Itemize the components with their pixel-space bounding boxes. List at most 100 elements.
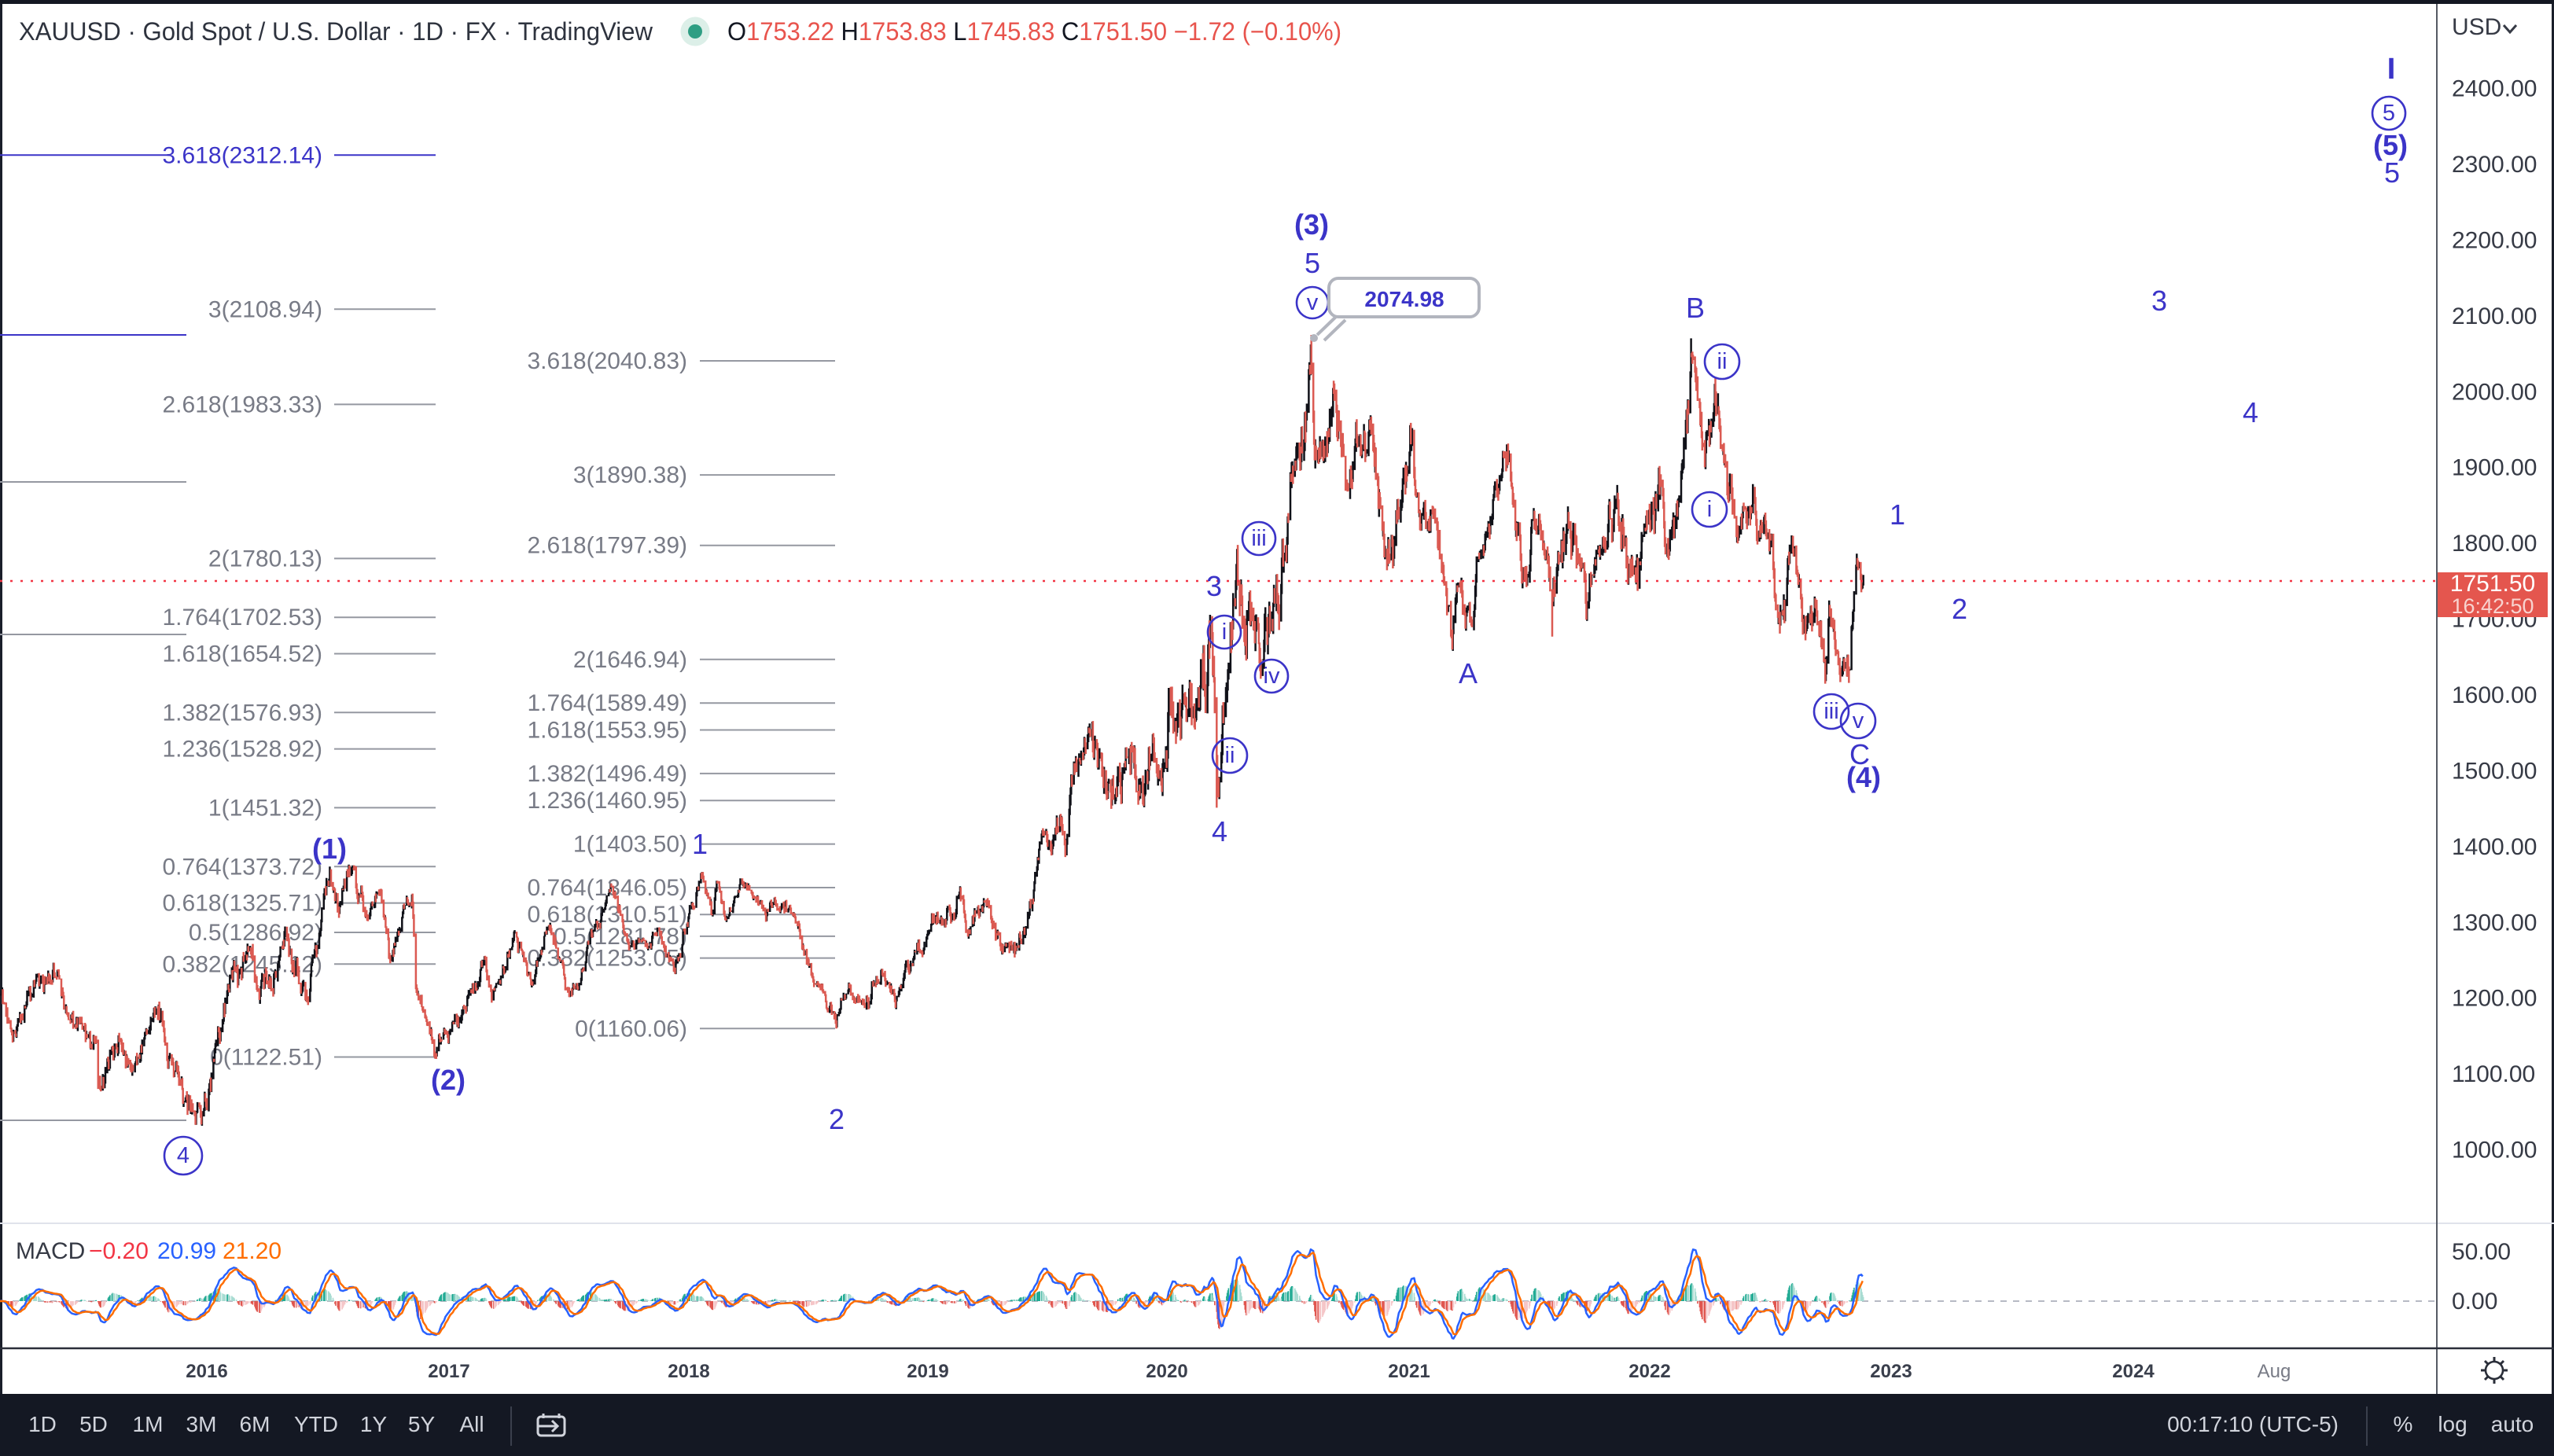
svg-text:1600.00: 1600.00 [2452,682,2537,708]
svg-text:O1753.22 H1753.83 L1745.83 C17: O1753.22 H1753.83 L1745.83 C1751.50 −1.7… [727,17,1341,46]
svg-text:iii: iii [1823,699,1838,724]
svg-text:2200.00: 2200.00 [2452,228,2537,254]
svg-text:2(1646.94): 2(1646.94) [573,647,687,673]
svg-text:0.618(1325.71): 0.618(1325.71) [163,891,323,917]
svg-text:1.764(1589.49): 1.764(1589.49) [528,690,688,716]
svg-text:5: 5 [2383,101,2395,126]
svg-text:2019: 2019 [907,1361,948,1382]
svg-text:1: 1 [1890,498,1905,531]
svg-text:(2): (2) [431,1064,466,1096]
svg-text:v: v [1307,290,1319,315]
svg-text:2074.98: 2074.98 [1364,287,1444,311]
svg-text:1800.00: 1800.00 [2452,531,2537,557]
svg-text:3.618(2040.83): 3.618(2040.83) [528,348,688,374]
svg-text:5: 5 [2384,156,2400,189]
svg-text:log: log [2438,1412,2467,1436]
svg-text:YTD: YTD [294,1412,338,1436]
svg-text:2024: 2024 [2112,1361,2155,1382]
svg-text:0.00: 0.00 [2452,1289,2497,1314]
svg-text:2300.00: 2300.00 [2452,152,2537,178]
svg-text:3(2108.94): 3(2108.94) [208,296,322,322]
svg-text:1(1403.50): 1(1403.50) [573,832,687,858]
svg-text:i: i [1222,620,1227,645]
svg-text:(1): (1) [312,833,347,865]
svg-text:(3): (3) [1294,208,1329,241]
svg-text:1.236(1460.95): 1.236(1460.95) [528,788,688,814]
svg-text:2: 2 [1952,593,1967,625]
svg-text:auto: auto [2491,1412,2534,1436]
svg-text:00:17:10 (UTC-5): 00:17:10 (UTC-5) [2167,1412,2339,1436]
svg-text:B: B [1686,292,1705,324]
svg-text:1900.00: 1900.00 [2452,455,2537,481]
svg-text:1.236(1528.92): 1.236(1528.92) [163,737,323,763]
svg-text:2000.00: 2000.00 [2452,379,2537,405]
svg-text:−0.20: −0.20 [89,1238,149,1264]
svg-text:1.382(1576.93): 1.382(1576.93) [163,700,323,726]
svg-text:1300.00: 1300.00 [2452,910,2537,936]
svg-text:5: 5 [1305,247,1320,279]
svg-text:50.00: 50.00 [2452,1239,2511,1265]
svg-text:ii: ii [1225,743,1235,768]
svg-text:0(1122.51): 0(1122.51) [210,1045,322,1071]
svg-text:XAUUSD · Gold Spot / U.S. Doll: XAUUSD · Gold Spot / U.S. Dollar · 1D · … [19,17,653,46]
svg-text:2400.00: 2400.00 [2452,76,2537,102]
svg-text:4: 4 [2243,396,2258,428]
svg-text:1D: 1D [28,1412,57,1436]
svg-text:i: i [1707,497,1712,522]
svg-text:1.618(1654.52): 1.618(1654.52) [163,642,323,667]
svg-text:21.20: 21.20 [223,1238,282,1264]
svg-text:2021: 2021 [1388,1361,1430,1382]
svg-text:1.764(1702.53): 1.764(1702.53) [163,605,323,631]
svg-text:1751.50: 1751.50 [2450,571,2535,597]
svg-text:2100.00: 2100.00 [2452,303,2537,329]
svg-text:1Y: 1Y [360,1412,388,1436]
svg-text:MACD: MACD [16,1238,85,1264]
svg-text:1500.00: 1500.00 [2452,759,2537,785]
svg-text:3: 3 [1206,570,1222,602]
svg-text:A: A [1459,657,1478,689]
svg-text:1.382(1496.49): 1.382(1496.49) [528,761,688,787]
svg-text:0.618(1310.51): 0.618(1310.51) [528,902,688,928]
svg-text:1200.00: 1200.00 [2452,986,2537,1012]
svg-text:2: 2 [829,1103,845,1135]
svg-text:2020: 2020 [1146,1361,1187,1382]
svg-text:(5): (5) [2373,129,2408,161]
svg-text:ii: ii [1717,349,1728,374]
svg-text:3: 3 [2151,285,2167,317]
svg-text:2018: 2018 [668,1361,709,1382]
svg-text:C: C [1849,738,1870,770]
svg-text:1.618(1553.95): 1.618(1553.95) [528,718,688,744]
svg-text:5D: 5D [79,1412,108,1436]
svg-text:v: v [1853,708,1864,734]
svg-text:4: 4 [1212,815,1227,847]
svg-text:1M: 1M [133,1412,164,1436]
svg-text:2022: 2022 [1628,1361,1670,1382]
svg-text:1400.00: 1400.00 [2452,834,2537,860]
svg-text:0.382(1253.05): 0.382(1253.05) [528,946,688,972]
svg-text:iv: iv [1264,664,1280,689]
svg-text:2016: 2016 [186,1361,227,1382]
svg-text:2017: 2017 [428,1361,469,1382]
svg-text:2023: 2023 [1870,1361,1912,1382]
svg-text:2.618(1983.33): 2.618(1983.33) [163,392,323,417]
svg-text:1000.00: 1000.00 [2452,1138,2537,1164]
svg-text:All: All [459,1412,484,1436]
svg-text:3.618(2312.14): 3.618(2312.14) [163,142,323,168]
svg-text:20.99: 20.99 [157,1238,216,1264]
svg-text:2(1780.13): 2(1780.13) [208,546,322,572]
svg-text:2.618(1797.39): 2.618(1797.39) [528,533,688,559]
svg-text:6M: 6M [240,1412,270,1436]
svg-text:(4): (4) [1846,761,1881,793]
svg-text:iii: iii [1251,526,1266,551]
svg-text:1100.00: 1100.00 [2452,1061,2535,1087]
svg-text:%: % [2394,1412,2413,1436]
svg-text:5Y: 5Y [408,1412,436,1436]
svg-text:3M: 3M [186,1412,217,1436]
svg-text:4: 4 [177,1143,190,1168]
svg-text:0.764(1373.72): 0.764(1373.72) [163,854,323,880]
svg-text:0.5(1286.92): 0.5(1286.92) [189,920,322,946]
svg-text:0(1160.06): 0(1160.06) [575,1016,687,1042]
svg-text:1(1451.32): 1(1451.32) [208,795,322,821]
svg-text:3(1890.38): 3(1890.38) [573,462,687,488]
svg-text:Aug: Aug [2258,1361,2291,1382]
